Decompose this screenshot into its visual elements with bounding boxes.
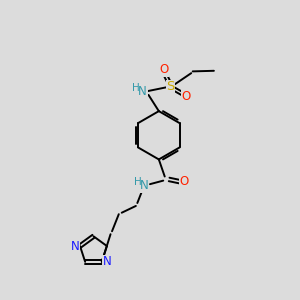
Text: N: N bbox=[70, 239, 80, 253]
Text: O: O bbox=[181, 91, 190, 103]
Text: N: N bbox=[140, 179, 148, 192]
Text: O: O bbox=[180, 175, 189, 188]
Text: N: N bbox=[102, 255, 111, 268]
Text: O: O bbox=[160, 63, 169, 76]
Text: H: H bbox=[132, 83, 140, 94]
Text: H: H bbox=[134, 176, 142, 187]
Text: N: N bbox=[138, 85, 147, 98]
Text: S: S bbox=[167, 80, 175, 93]
